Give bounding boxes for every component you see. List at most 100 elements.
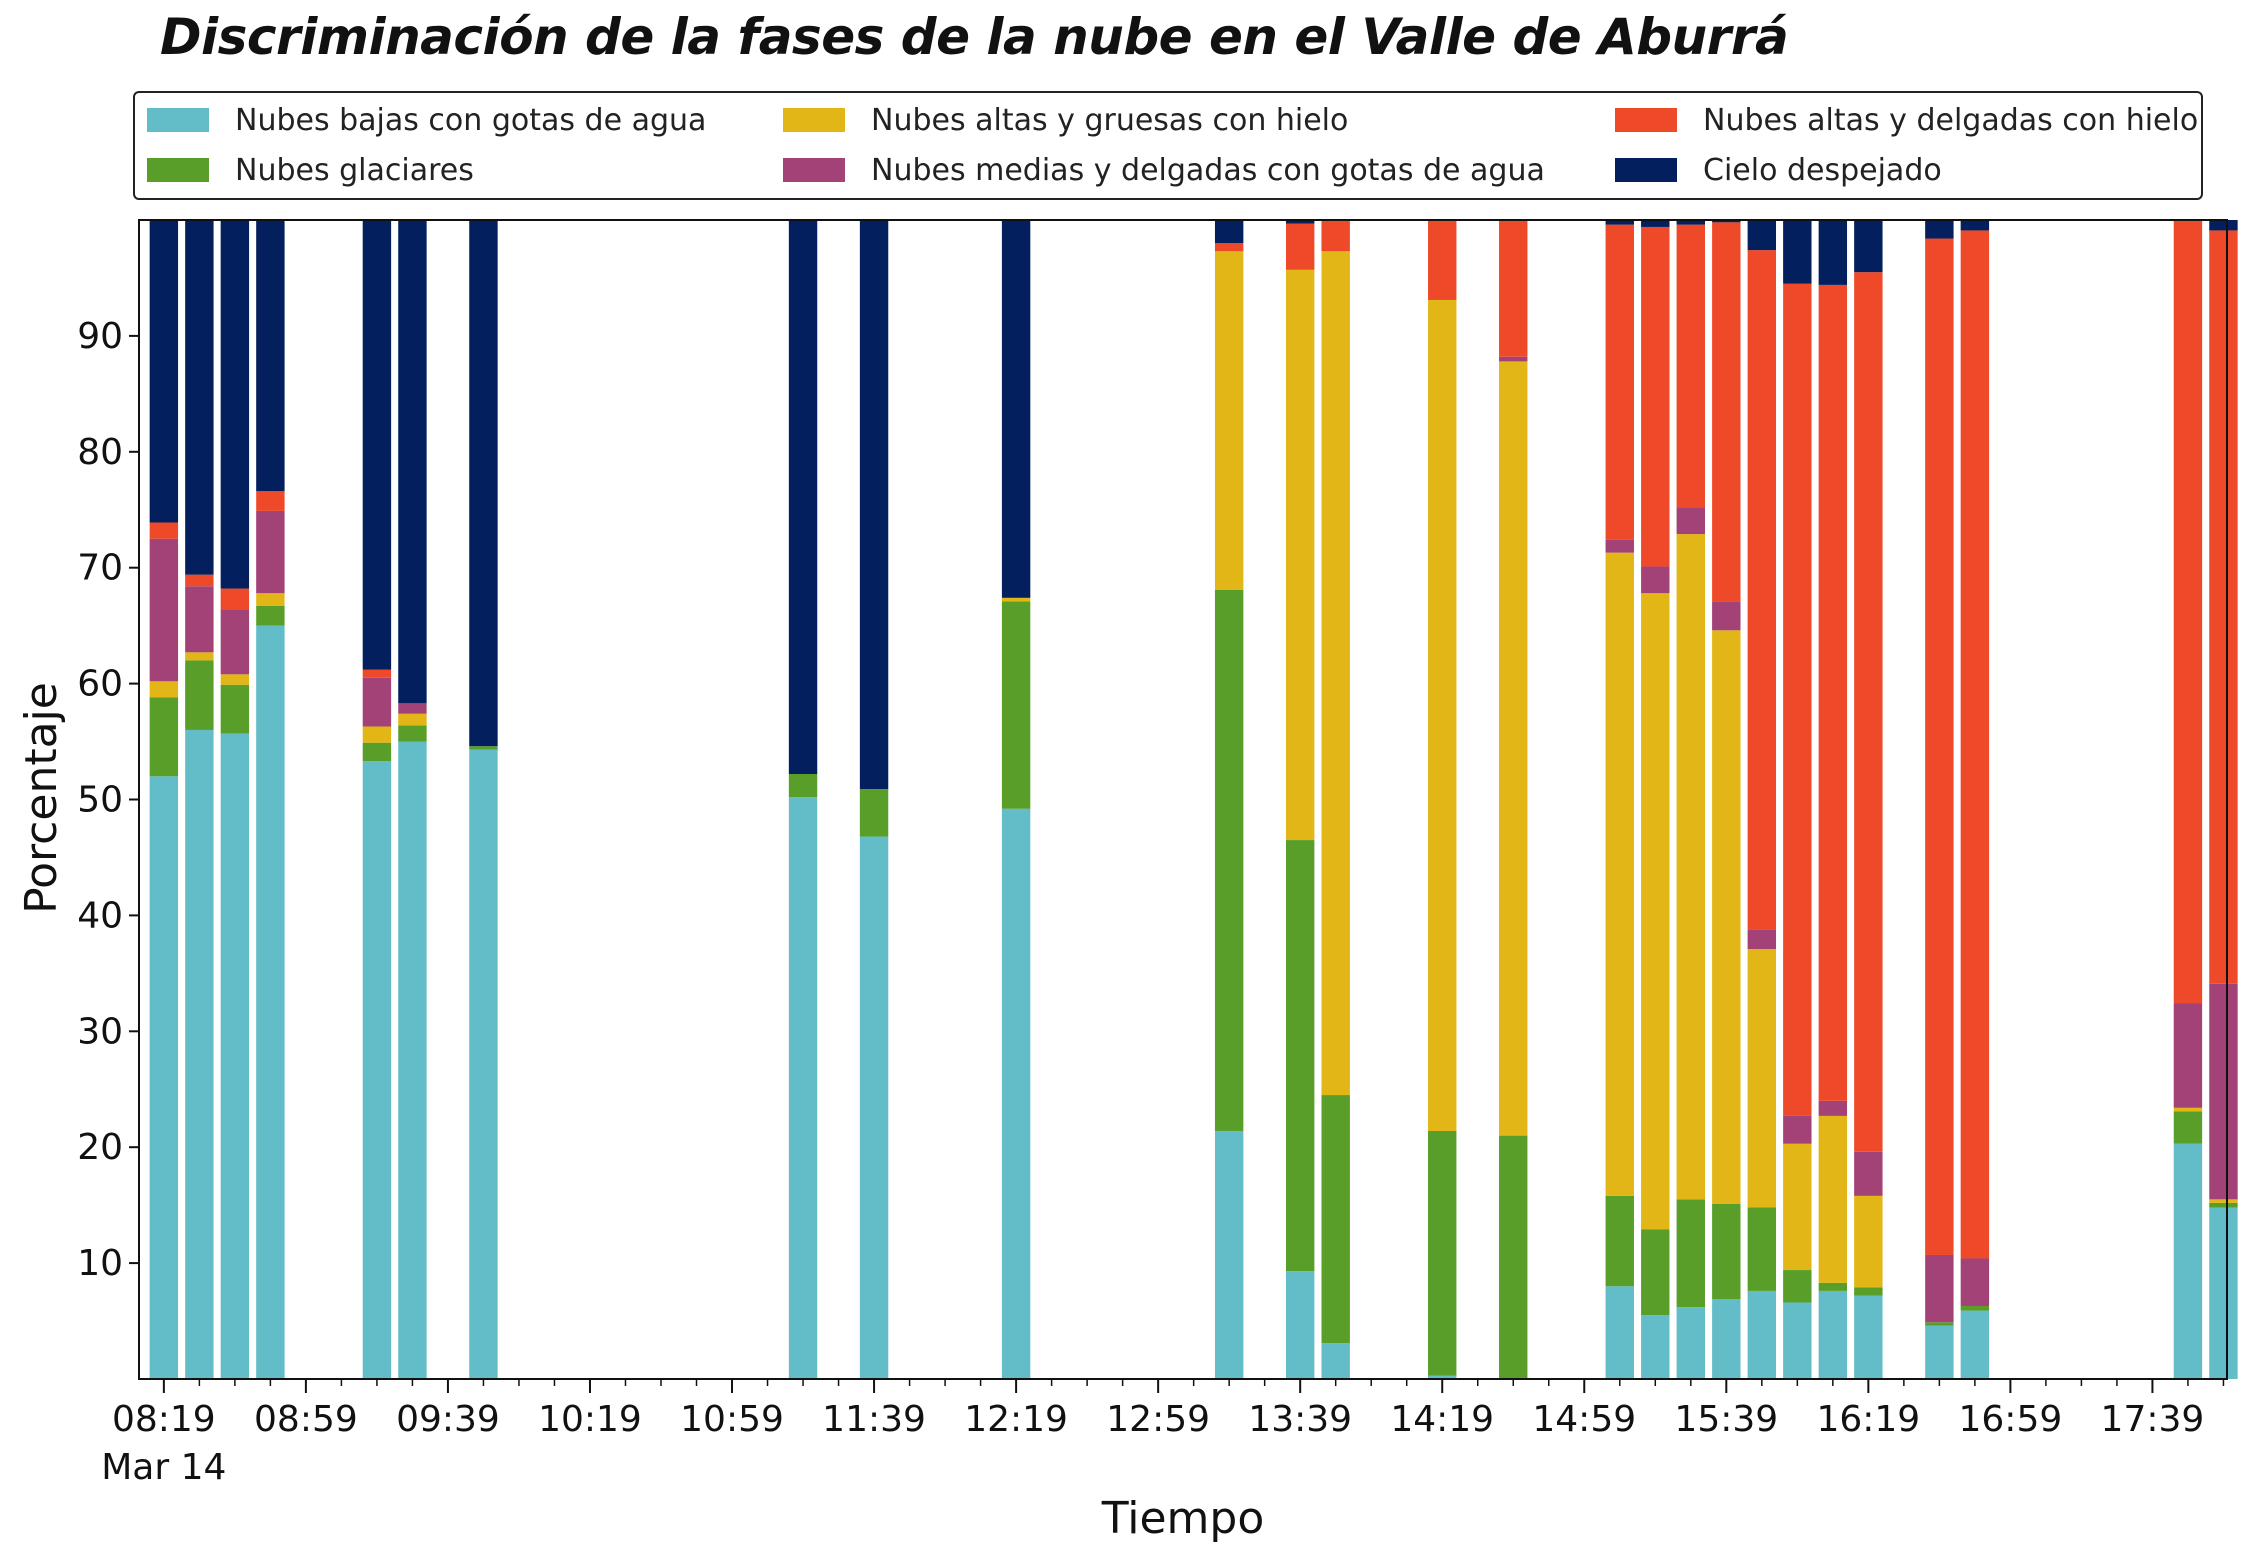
x-tick-label: 14:19 (1390, 1399, 1494, 1440)
bar-segment (1001, 601, 1031, 809)
x-axis: 08:19 08:59 09:39 10:19 10:59 11:39 12:19 12:59… (101, 1379, 2225, 1488)
bar-segment (1960, 1258, 1990, 1306)
plot-frame (138, 219, 2228, 1380)
bar-segment (1783, 1115, 1812, 1144)
bar-segment (1428, 1375, 1457, 1379)
bar-segment (1605, 539, 1634, 553)
bar-segment (2209, 220, 2238, 231)
bar-segment (1712, 220, 1741, 223)
x-tick-label: 08:59 (254, 1399, 358, 1440)
legend-label: Cielo despejado (1703, 152, 1942, 188)
y-tick-label: 30 (77, 1011, 123, 1052)
bar-segment (1854, 220, 1883, 273)
x-tick-label: 10:59 (680, 1399, 784, 1440)
x-tick-label: 15:39 (1674, 1399, 1778, 1440)
bar-segment (859, 789, 889, 837)
bar-segment (398, 703, 427, 714)
bar-segment (185, 729, 214, 1379)
x-tick-label: 14:59 (1532, 1399, 1636, 1440)
bar-segment (1925, 1325, 1954, 1379)
bar-segment (1925, 1254, 1954, 1323)
bar-segment (1712, 1299, 1741, 1379)
bar-segment (1214, 220, 1244, 244)
legend-swatch (147, 108, 209, 132)
legend-swatch (783, 108, 845, 132)
legend-item: Cielo despejado (1615, 150, 1942, 190)
bar-segment (1285, 269, 1315, 841)
bar-segment (1214, 243, 1244, 252)
y-tick-label: 90 (77, 316, 123, 357)
bar-segment (1001, 597, 1031, 602)
bar-segment (1747, 1290, 1777, 1379)
bar-segment (1747, 250, 1777, 930)
legend-label: Nubes medias y delgadas con gotas de agu… (871, 152, 1545, 188)
bar-segment (1783, 1302, 1812, 1379)
bar-segment (220, 588, 250, 610)
bar-segment (469, 746, 498, 750)
bar-segment (1001, 220, 1031, 598)
bar-segment (1818, 1115, 1848, 1283)
bar-segment (1783, 1270, 1812, 1303)
bar-segment (1499, 356, 1528, 362)
bar-segment (1285, 1271, 1315, 1379)
bar-segment (256, 510, 285, 594)
bar-segment (2173, 1111, 2203, 1144)
legend-item: Nubes altas y delgadas con hielo (1615, 100, 2198, 140)
bar-segment (398, 220, 427, 704)
bar-segment (149, 776, 179, 1379)
bar-segment (1960, 220, 1990, 231)
bar-segment (256, 491, 285, 511)
bar-segment (1321, 251, 1350, 1096)
bar-segment (1641, 1229, 1670, 1316)
bar-segment (1818, 284, 1848, 1101)
bar-segment (1641, 566, 1670, 594)
legend-label: Nubes altas y delgadas con hielo (1703, 102, 2199, 138)
bar-segment (1641, 593, 1670, 1230)
legend-item: Nubes altas y gruesas con hielo (783, 100, 1348, 140)
bar-segment (149, 522, 179, 539)
bar-segment (2209, 983, 2238, 1200)
bar-segment (256, 220, 285, 492)
bar-segment (1712, 222, 1741, 602)
bar-segment (2173, 1107, 2203, 1112)
bar-segment (2209, 1199, 2238, 1203)
bar-segment (2173, 1143, 2203, 1379)
x-tick-label: 10:19 (538, 1399, 642, 1440)
bar-segment (149, 697, 179, 777)
bar-segment (1818, 1290, 1848, 1379)
legend-item: Nubes bajas con gotas de agua (147, 100, 706, 140)
x-tick-label: 11:39 (822, 1399, 926, 1440)
bar-segment (1428, 1130, 1457, 1376)
y-tick-label: 70 (77, 548, 123, 589)
bar-segment (1818, 1282, 1848, 1291)
bar-segment (1854, 1151, 1883, 1196)
bar-segment (1925, 238, 1954, 1255)
bar-segment (1428, 220, 1457, 300)
bar-segment (185, 586, 214, 653)
bar-segment (1001, 808, 1031, 1379)
legend-item: Nubes medias y delgadas con gotas de agu… (783, 150, 1545, 190)
bar-segment (362, 677, 392, 727)
bar-segment (2173, 1003, 2203, 1108)
bar-segment (1783, 283, 1812, 1116)
bar-segment (1712, 601, 1741, 631)
bar-segment (1676, 507, 1705, 535)
legend-swatch (1615, 108, 1677, 132)
bar-segment (1499, 220, 1528, 357)
bar-segment (398, 713, 427, 726)
bar-segment (859, 836, 889, 1379)
bar-segment (185, 652, 214, 661)
bar-segment (1854, 1295, 1883, 1379)
bar-segment (1676, 224, 1705, 508)
bar-segment (1605, 552, 1634, 1196)
bar-segment (1818, 220, 1848, 285)
bar-segment (149, 681, 179, 698)
bar-segment (788, 797, 818, 1379)
y-tick-label: 10 (77, 1243, 123, 1284)
y-axis-label: Porcentaje (16, 682, 67, 914)
y-axis: 10 20 30 40 50 60 70 80 90 (77, 316, 139, 1284)
bar-segment (1747, 929, 1777, 950)
y-tick-label: 20 (77, 1127, 123, 1168)
bar-segment (1641, 226, 1670, 567)
